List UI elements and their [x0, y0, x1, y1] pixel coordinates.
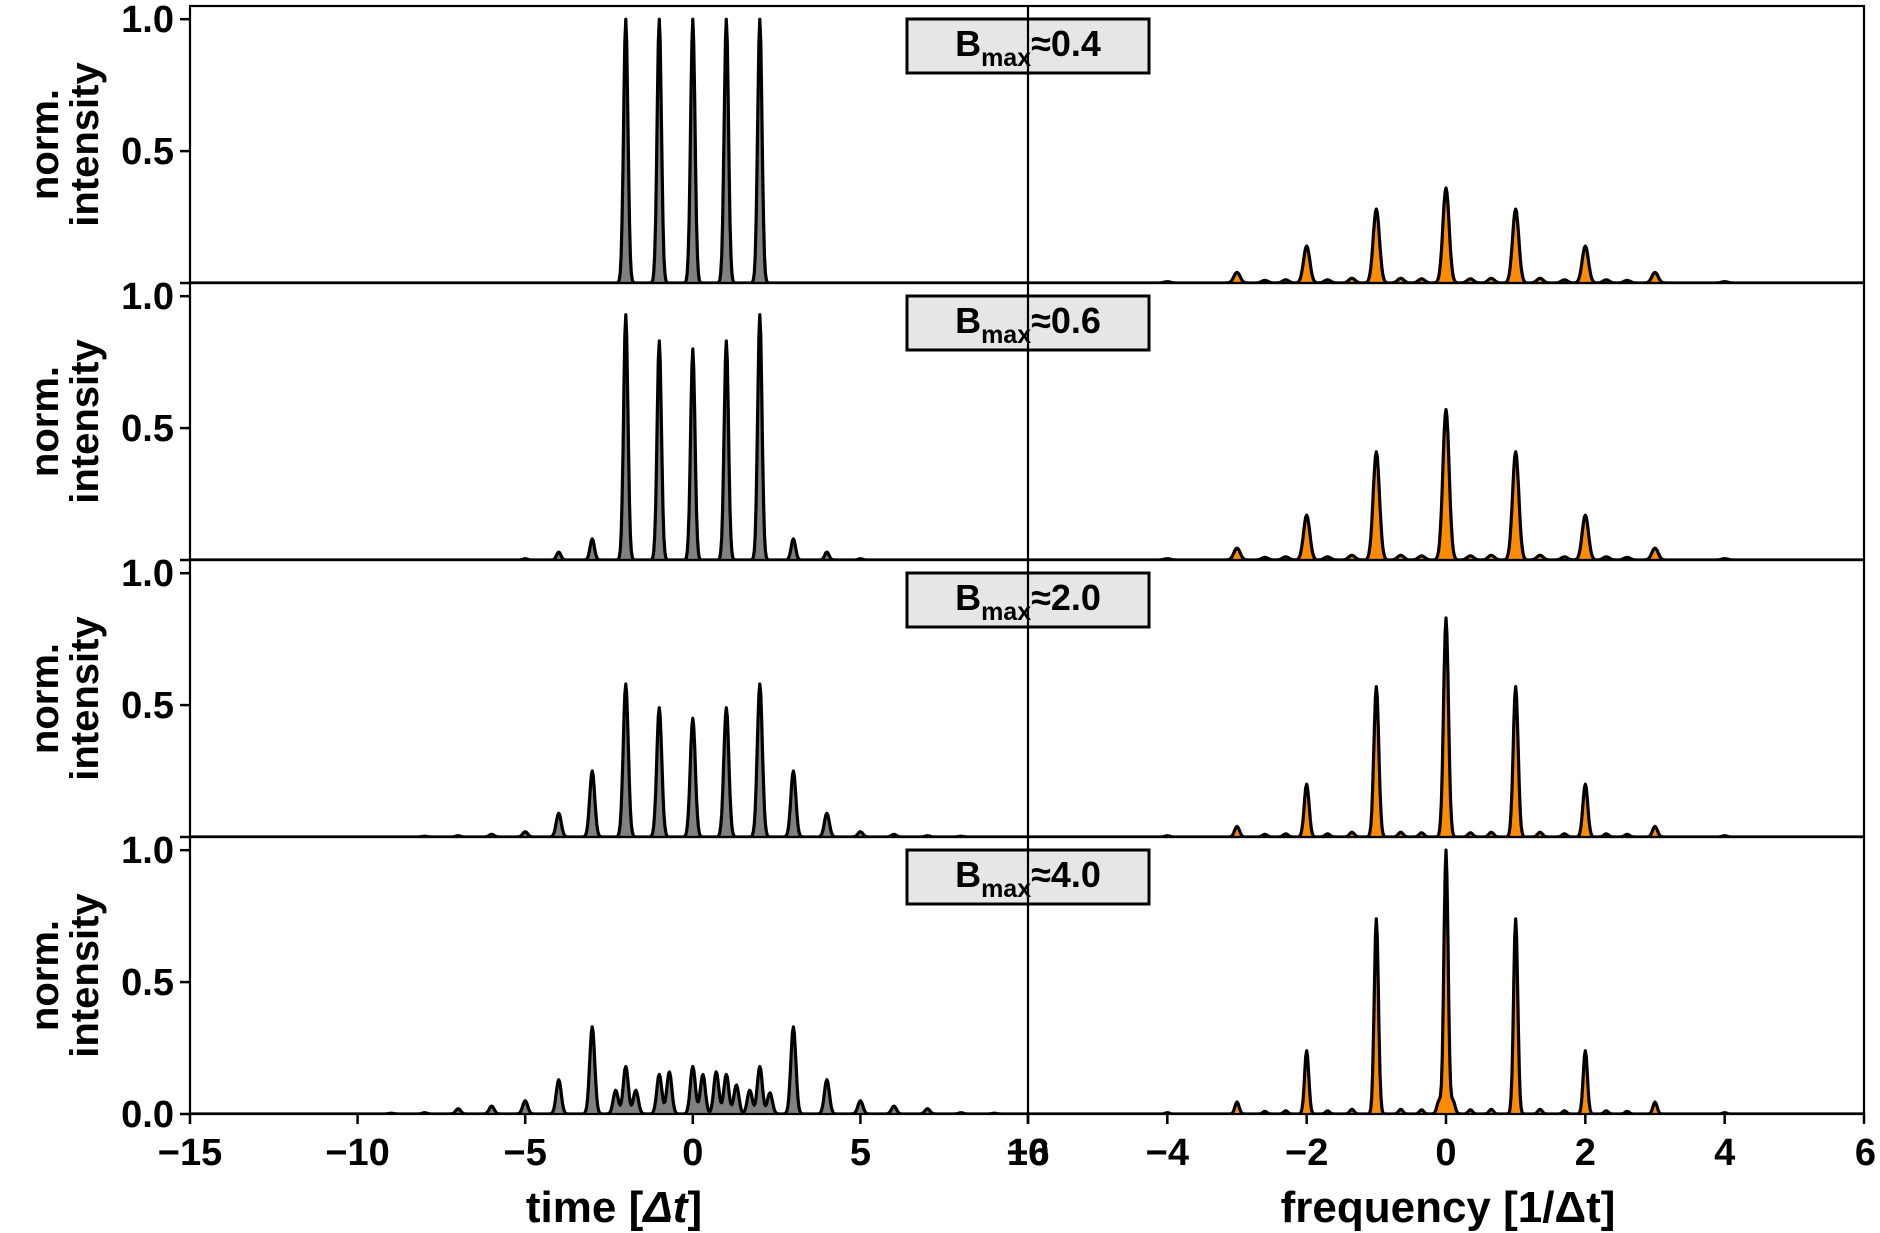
frequency-series-line-4 — [1027, 848, 1864, 1114]
y-tick-label: 0.5 — [121, 131, 174, 173]
bmax-badge-label: Bmax≈2.0 — [955, 577, 1101, 626]
x-axis-group: time [Δt] frequency [1/Δt] — [526, 1183, 1616, 1232]
x-time-tick-label: −15 — [158, 1132, 222, 1174]
y-axis-label-line-1: norm. — [23, 643, 67, 754]
frequency-series-fill-4 — [1028, 850, 1864, 1114]
y-axis-label: norm.intensity — [23, 893, 107, 1058]
y-tick-label: 0.5 — [121, 408, 174, 450]
frequency-series-fill-3 — [1028, 618, 1864, 837]
y-axis-label: norm.intensity — [23, 616, 107, 781]
y-axis-label-line-1: norm. — [23, 89, 67, 200]
y-axis-label-line-2: intensity — [63, 62, 107, 227]
y-tick-label: 1.0 — [121, 830, 174, 872]
y-tick-label: 0.5 — [121, 962, 174, 1004]
bmax-badge-label: Bmax≈4.0 — [955, 854, 1101, 903]
time-series-fill-2 — [190, 314, 1028, 560]
time-series-line-1 — [190, 17, 1029, 283]
frequency-series-fill-2 — [1028, 409, 1864, 560]
bmax-badge-label: Bmax≈0.4 — [955, 23, 1101, 72]
x-frequency-tick-label: 4 — [1714, 1132, 1735, 1174]
time-series-line-3 — [190, 682, 1029, 837]
y-tick-label: 1.0 — [121, 276, 174, 318]
frequency-axis-label: frequency [1/Δt] — [1281, 1183, 1616, 1232]
time-axis-label: time [Δt] — [526, 1183, 702, 1232]
y-axis-label: norm.intensity — [23, 62, 107, 227]
x-frequency-tick-label: 0 — [1435, 1132, 1456, 1174]
x-frequency-tick-label: 2 — [1575, 1132, 1596, 1174]
panels-group: 0.51.0norm.intensityBmax≈0.40.51.0norm.i… — [23, 0, 1866, 1136]
time-series-fill-3 — [190, 684, 1028, 837]
y-axis-label-line-2: intensity — [63, 339, 107, 504]
x-time-tick-label: 5 — [850, 1132, 871, 1174]
y-axis-label-line-2: intensity — [63, 893, 107, 1058]
panel-2: 0.5 1.0 norm.intensity Bmax≈0.6 — [23, 276, 1866, 562]
panel-4: 0.0 0.5 1.0 norm.intensity Bmax≈4.0 — [23, 830, 1866, 1136]
x-frequency-tick-label: −2 — [1285, 1132, 1328, 1174]
time-series-fill-1 — [190, 19, 1028, 283]
x-time-tick-label: 10 — [1007, 1132, 1049, 1174]
y-axis-label-line-1: norm. — [23, 920, 67, 1031]
time-series-line-2 — [190, 313, 1029, 560]
y-axis-label-line-2: intensity — [63, 616, 107, 781]
y-tick-label: 0.0 — [121, 1094, 174, 1136]
frequency-series-fill-1 — [1028, 188, 1864, 283]
time-series-line-4 — [190, 1025, 1029, 1114]
x-time-tick-label: 0 — [682, 1132, 703, 1174]
y-axis-label-line-1: norm. — [23, 366, 67, 477]
y-tick-label: 1.0 — [121, 0, 174, 41]
y-axis-label: norm.intensity — [23, 339, 107, 504]
axes-group: −15 −10 −5 0 5 10−6 −4 −2 0 2 4 6 — [158, 6, 1876, 1174]
panel-1: 0.5 1.0 norm.intensity Bmax≈0.4 — [23, 0, 1866, 285]
frequency-series-line-2 — [1027, 408, 1864, 560]
panel-3: 0.5 1.0 norm.intensity Bmax≈2.0 — [23, 553, 1866, 839]
x-time-tick-label: −5 — [504, 1132, 547, 1174]
frequency-series-line-3 — [1027, 616, 1864, 837]
x-frequency-tick-label: −6 — [1006, 1132, 1049, 1174]
x-frequency-tick-label: −4 — [1146, 1132, 1189, 1174]
bmax-badge-label: Bmax≈0.6 — [955, 300, 1101, 349]
x-frequency-tick-label: 6 — [1855, 1132, 1876, 1174]
frequency-series-line-1 — [1027, 186, 1864, 283]
y-tick-label: 0.5 — [121, 685, 174, 727]
x-time-tick-label: −10 — [325, 1132, 389, 1174]
time-series-fill-4 — [190, 1026, 1028, 1114]
y-tick-label: 1.0 — [121, 553, 174, 595]
